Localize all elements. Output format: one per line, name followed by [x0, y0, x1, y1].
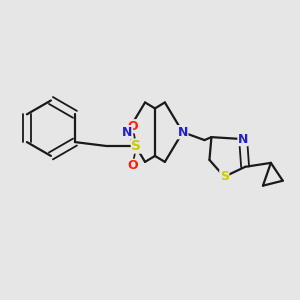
Text: N: N — [122, 126, 132, 139]
Text: S: S — [131, 139, 141, 153]
Text: S: S — [220, 170, 229, 183]
Text: O: O — [127, 120, 138, 133]
Text: O: O — [127, 159, 138, 172]
Text: N: N — [178, 126, 188, 139]
Text: N: N — [238, 133, 248, 146]
